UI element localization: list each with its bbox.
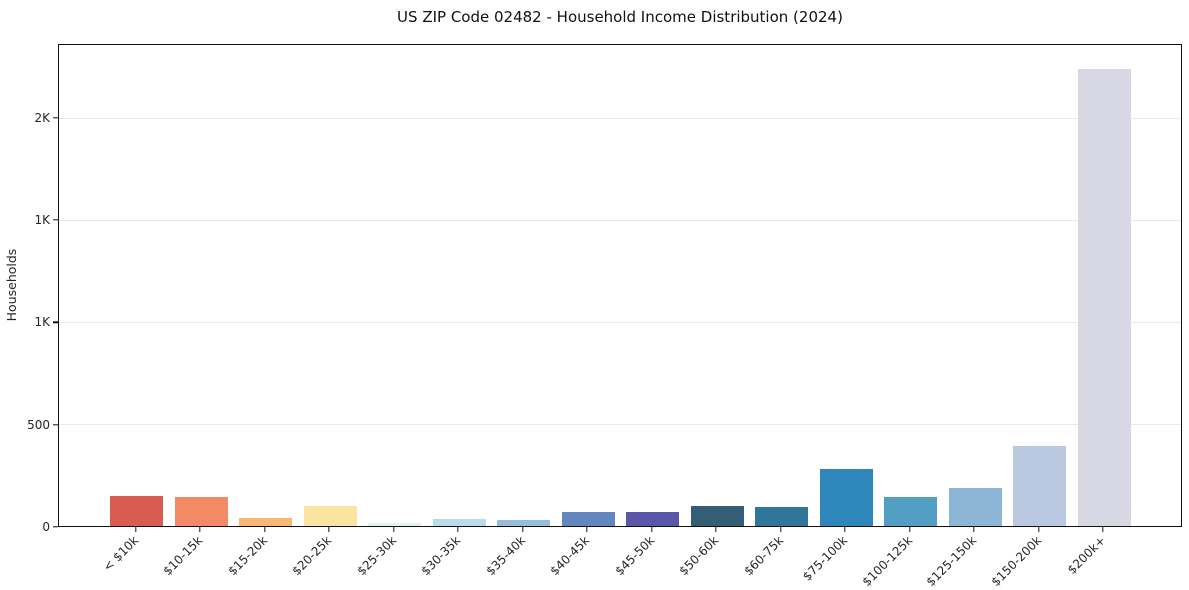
x-tick-mark xyxy=(199,527,201,532)
bar xyxy=(368,522,421,526)
y-tick-label: 1K xyxy=(34,213,50,227)
y-tick-mark xyxy=(53,526,58,528)
bar xyxy=(690,506,744,526)
y-tick-label: 0 xyxy=(42,520,50,534)
x-tick-mark xyxy=(328,527,330,532)
bar xyxy=(432,518,486,526)
bar xyxy=(884,496,937,526)
y-tick-mark xyxy=(53,423,58,426)
bar xyxy=(174,497,228,526)
x-tick-mark xyxy=(134,527,137,532)
x-tick-mark xyxy=(650,527,653,532)
y-tick-mark xyxy=(53,321,58,324)
y-tick-label: 2K xyxy=(34,110,50,125)
x-tick-mark xyxy=(392,527,395,532)
gridline xyxy=(59,424,1181,426)
bar xyxy=(1013,445,1066,526)
y-tick-mark xyxy=(53,116,58,119)
y-tick-mark xyxy=(53,219,58,221)
x-tick-mark xyxy=(779,527,782,532)
x-tick-mark xyxy=(844,527,846,532)
y-tick-label: 1K xyxy=(34,315,50,330)
plot-area xyxy=(58,44,1182,527)
bar xyxy=(239,517,292,526)
bar xyxy=(110,496,163,526)
gridline xyxy=(59,220,1181,222)
y-tick-label: 500 xyxy=(27,417,50,432)
x-tick-mark xyxy=(521,527,524,532)
bar xyxy=(303,505,357,526)
bar xyxy=(948,487,1002,526)
x-tick-mark xyxy=(263,527,266,532)
bar xyxy=(561,511,615,526)
bar xyxy=(819,469,873,526)
bar xyxy=(755,507,808,526)
bar xyxy=(1077,68,1131,526)
bar xyxy=(626,512,679,526)
x-tick-mark xyxy=(457,527,459,532)
x-tick-mark xyxy=(1102,527,1104,532)
bar xyxy=(497,520,550,526)
x-tick-mark xyxy=(1037,527,1040,532)
gridline xyxy=(59,118,1181,120)
gridline xyxy=(59,322,1181,324)
x-tick-label: < $10k xyxy=(99,533,141,575)
x-tick-mark xyxy=(908,527,911,532)
x-tick-mark xyxy=(586,527,588,532)
chart-title: US ZIP Code 02482 - Household Income Dis… xyxy=(397,8,843,26)
x-tick-mark xyxy=(973,527,975,532)
x-tick-mark xyxy=(715,527,717,532)
